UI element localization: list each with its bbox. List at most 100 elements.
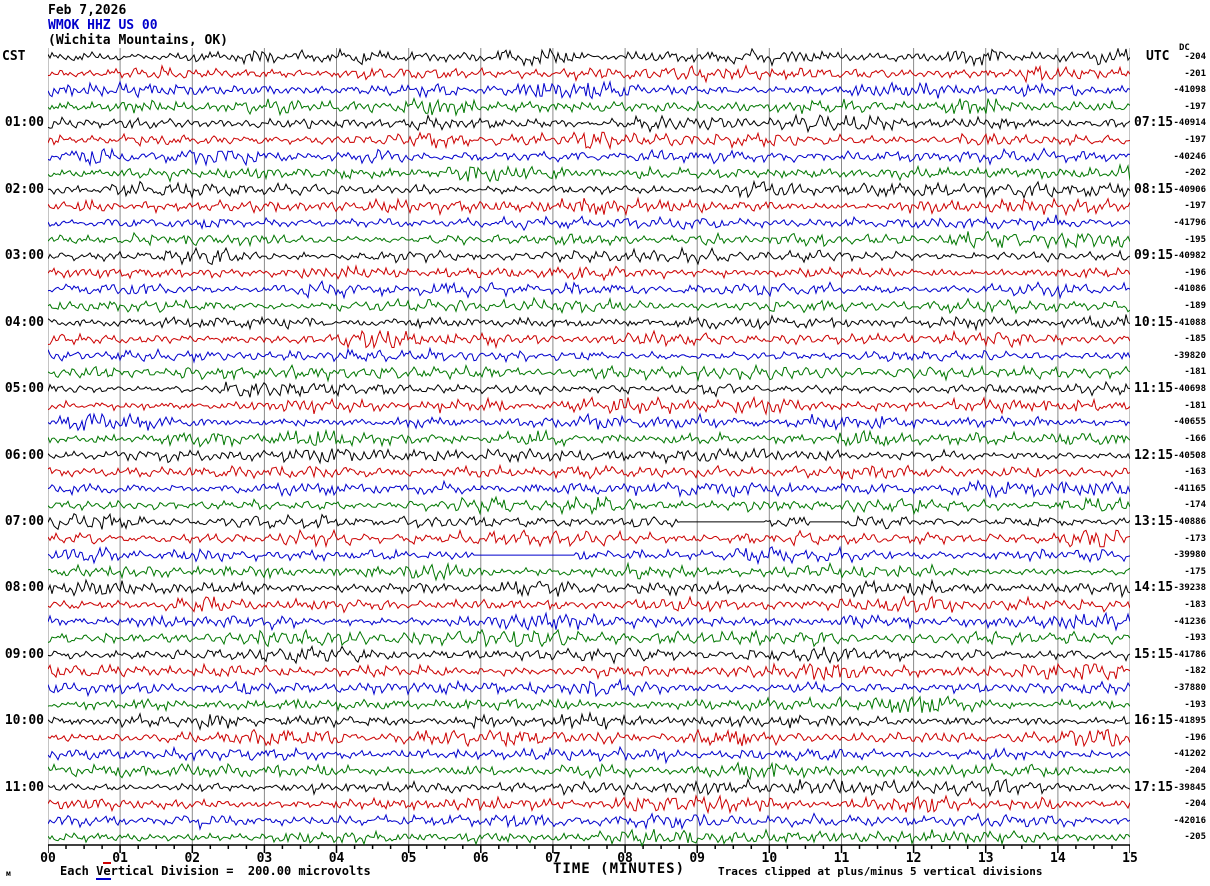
seismogram-plot: [48, 48, 1130, 853]
dc-offset-value: -37880: [1173, 682, 1206, 693]
seismogram-trace-row: [48, 412, 1130, 432]
dc-offset-value: -40906: [1173, 184, 1206, 195]
dc-offset-value: -41098: [1173, 85, 1206, 96]
utc-hour-label: 12:15: [1134, 447, 1174, 463]
seismogram-trace-row: [48, 678, 1130, 698]
seismogram-trace-row: [48, 528, 1130, 549]
seismogram-trace-row: [48, 113, 1130, 134]
seismogram-trace-row: [48, 611, 1130, 632]
seismogram-trace-row: [48, 745, 1130, 765]
x-tick-label: 02: [184, 851, 201, 866]
scale-note-v: V: [96, 864, 104, 878]
cst-hour-label: 06:00: [4, 447, 44, 463]
dc-offset-value: -193: [1184, 699, 1206, 710]
dc-offset-value: -41202: [1173, 749, 1206, 760]
dc-offset-value: -39820: [1173, 350, 1206, 361]
header-date: Feb 7,2026: [48, 3, 127, 18]
dc-offset-value: -40886: [1173, 516, 1206, 527]
dc-offset-value: -182: [1184, 666, 1206, 677]
seismogram-trace-row: [48, 346, 1130, 364]
x-tick-label: 08: [617, 851, 633, 866]
seismogram-trace-row: [48, 578, 1130, 599]
x-tick-label: 15: [1122, 851, 1138, 866]
x-tick-label: 10: [761, 851, 778, 866]
utc-hour-label: 09:15: [1134, 248, 1174, 264]
dc-offset-value: -40508: [1173, 450, 1206, 461]
seismogram-trace-row: [48, 97, 1130, 117]
seismogram-trace-row: [48, 147, 1130, 167]
utc-hour-label: 08:15: [1134, 181, 1174, 197]
dc-offset-value: -175: [1184, 566, 1206, 577]
seismogram-trace-row: [48, 329, 1130, 350]
dc-offset-value: -163: [1184, 467, 1206, 478]
dc-offset-value: -202: [1184, 168, 1206, 179]
seismogram-trace-row: [48, 380, 1130, 398]
seismogram-trace-row: [48, 428, 1130, 448]
cst-hour-label: 09:00: [4, 646, 44, 662]
seismogram-trace-row: [48, 214, 1130, 232]
seismogram-trace-row: [48, 179, 1130, 200]
x-tick-label: 12: [905, 851, 922, 866]
dc-offset-value: -195: [1184, 234, 1206, 245]
dc-offset-value: -181: [1184, 400, 1206, 411]
dc-offset-value: -39980: [1173, 550, 1206, 561]
seismogram-trace-row: [48, 711, 1130, 731]
seismogram-trace-row: [48, 264, 1130, 282]
utc-hour-label: 14:15: [1134, 580, 1174, 596]
dc-offset-value: -205: [1184, 832, 1206, 843]
seismogram-trace-row: [48, 628, 1130, 648]
seismogram-trace-row: [48, 314, 1130, 332]
utc-hour-label: 15:15: [1134, 646, 1174, 662]
dc-column-label: DC: [1179, 43, 1190, 53]
dc-offset-value: -39238: [1173, 583, 1206, 594]
seismogram-trace-row: [48, 812, 1130, 831]
cst-hour-label: 01:00: [4, 115, 44, 131]
vertical-scale-note: Each Vertical Division = 200.00 microvol…: [60, 862, 371, 880]
left-timezone-label: CST: [2, 49, 26, 64]
seismogram-trace-row: [48, 163, 1130, 183]
x-tick-label: 00: [40, 851, 56, 866]
seismogram-trace-row: [48, 545, 1130, 566]
dc-offset-value: -189: [1184, 301, 1206, 312]
x-tick-label: 04: [328, 851, 345, 866]
cst-hour-label: 10:00: [4, 713, 44, 729]
dc-offset-value: -197: [1184, 201, 1206, 212]
dc-offset-value: -41236: [1173, 616, 1206, 627]
seismogram-trace-row: [48, 280, 1130, 300]
dc-offset-value: -41086: [1173, 284, 1206, 295]
seismogram-trace-row: [48, 246, 1130, 266]
dc-offset-value: -40914: [1173, 118, 1206, 129]
utc-hour-label: 13:15: [1134, 513, 1174, 529]
seismogram-trace-row: [48, 463, 1130, 481]
x-axis-title: TIME (MINUTES): [553, 861, 686, 877]
seismogram-trace-row: [48, 595, 1130, 614]
cst-hour-label: 07:00: [4, 513, 44, 529]
seismogram-trace-row: [48, 645, 1130, 665]
cst-hour-label: 03:00: [4, 248, 44, 264]
scale-note-e: e: [103, 862, 111, 878]
dc-offset-value: -173: [1184, 533, 1206, 544]
dc-offset-value: -201: [1184, 68, 1206, 79]
seismogram-trace-row: [48, 794, 1130, 815]
dc-offset-value: -42016: [1173, 815, 1206, 826]
utc-hour-label: 10:15: [1134, 314, 1174, 330]
dc-offset-value: -204: [1184, 52, 1206, 62]
cst-hour-label: 11:00: [4, 779, 44, 795]
dc-offset-value: -197: [1184, 101, 1206, 112]
x-tick-label: 03: [256, 851, 273, 866]
dc-offset-value: -174: [1184, 500, 1206, 511]
seismogram-trace-row: [48, 728, 1130, 748]
scale-note-part1: Each: [60, 864, 97, 878]
seismogram-trace-row: [48, 395, 1130, 416]
seismogram-trace-row: [48, 761, 1130, 781]
x-tick-label: 13: [977, 851, 994, 866]
dc-offset-value: -204: [1184, 799, 1206, 810]
cst-hour-label: 02:00: [4, 181, 44, 197]
dc-offset-value: -41796: [1173, 218, 1206, 229]
x-tick-label: 01: [112, 851, 128, 866]
dc-offset-value: -41895: [1173, 716, 1206, 727]
x-tick-label: 09: [689, 851, 706, 866]
cst-hour-label: 04:00: [4, 314, 44, 330]
seismogram-trace-row: [48, 363, 1130, 383]
